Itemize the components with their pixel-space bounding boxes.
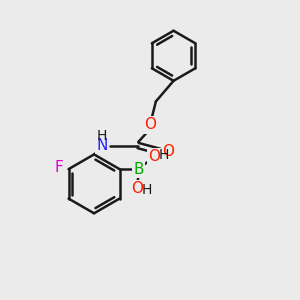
Text: F: F xyxy=(55,160,64,175)
Text: O: O xyxy=(148,149,160,164)
Text: O: O xyxy=(144,118,156,133)
Text: H: H xyxy=(142,183,152,197)
Text: B: B xyxy=(134,162,144,177)
Text: O: O xyxy=(131,181,143,196)
Text: H: H xyxy=(97,129,107,143)
Text: O: O xyxy=(162,144,174,159)
Text: H: H xyxy=(158,148,169,162)
Text: N: N xyxy=(96,138,108,153)
